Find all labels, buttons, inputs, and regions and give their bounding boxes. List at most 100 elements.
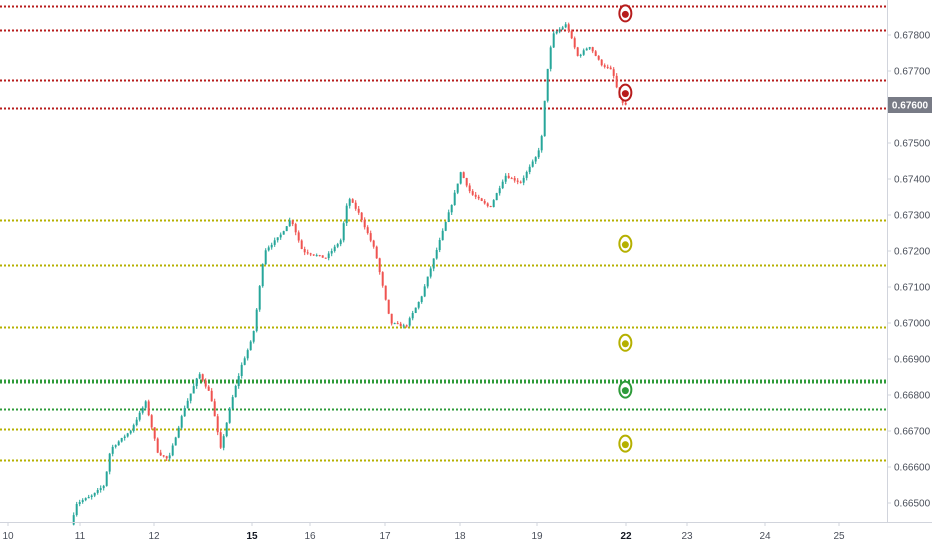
candle-up <box>504 175 507 182</box>
candle-up <box>501 181 504 189</box>
candle-down <box>375 246 378 259</box>
candle-down <box>150 415 153 428</box>
candle-up <box>528 166 531 172</box>
candle-down <box>462 172 465 178</box>
candle-up <box>456 183 459 193</box>
candle-down <box>162 455 165 457</box>
candle-up <box>537 150 540 158</box>
candle-up <box>423 286 426 297</box>
target-marker-icon[interactable] <box>618 83 633 102</box>
candle-up <box>579 54 582 56</box>
candle-up <box>498 188 501 194</box>
candle-up <box>72 515 75 525</box>
time-tick-label: 19 <box>531 531 543 542</box>
candle-up <box>261 264 264 287</box>
candle-up <box>420 296 423 302</box>
candle-up <box>417 302 420 308</box>
candle-up <box>441 230 444 241</box>
candle-down <box>381 272 384 286</box>
candle-up <box>426 276 429 287</box>
price-tick-label: 0.66600 <box>894 463 931 474</box>
current-price-tag: 0.67600 <box>888 97 932 113</box>
candle-down <box>567 24 570 32</box>
candle-down <box>396 323 399 325</box>
candle-up <box>252 331 255 342</box>
candle-up <box>540 136 543 151</box>
candle-down <box>399 323 402 327</box>
candle-down <box>363 219 366 228</box>
candle-down <box>624 102 627 105</box>
candle-up <box>270 244 273 248</box>
candle-up <box>105 471 108 486</box>
candle-up <box>138 412 141 420</box>
candle-up <box>552 33 555 48</box>
candle-down <box>153 427 156 439</box>
candle-up <box>438 240 441 250</box>
candle-down <box>390 313 393 324</box>
candle-up <box>264 250 267 265</box>
candle-down <box>300 240 303 249</box>
candle-up <box>84 498 87 501</box>
candle-up <box>228 408 231 423</box>
candle-down <box>360 212 363 220</box>
target-marker-icon[interactable] <box>618 333 633 352</box>
candle-down <box>513 178 516 181</box>
candle-down <box>600 59 603 66</box>
candle-up <box>102 485 105 489</box>
candle-up <box>348 199 351 206</box>
price-axis[interactable]: 0.66500 0.66600 0.66700 0.66800 0.66900 0.670… <box>887 31 931 510</box>
candle-up <box>171 445 174 456</box>
candle-down <box>477 196 480 199</box>
candle-up <box>120 438 123 442</box>
candle-down <box>366 227 369 234</box>
candle-down <box>357 208 360 213</box>
candle-up <box>81 500 84 502</box>
candle-up <box>192 386 195 394</box>
candle-down <box>603 65 606 67</box>
price-tick-label: 0.67300 <box>894 211 931 222</box>
price-tick-label: 0.66800 <box>894 391 931 402</box>
candle-down <box>210 390 213 402</box>
candle-down <box>204 380 207 387</box>
candle-up <box>180 416 183 428</box>
target-marker-icon[interactable] <box>618 434 633 453</box>
candle-down <box>306 252 309 254</box>
target-marker-icon[interactable] <box>618 4 633 23</box>
candle-down <box>201 374 204 381</box>
candle-down <box>597 55 600 60</box>
candle-down <box>612 69 615 76</box>
candle-up <box>243 358 246 365</box>
target-marker-icon[interactable] <box>618 380 633 399</box>
candle-down <box>156 438 159 453</box>
price-tick-label: 0.66700 <box>894 427 931 438</box>
candle-down <box>294 224 297 233</box>
candle-up <box>87 497 90 499</box>
candle-down <box>510 178 513 180</box>
candle-down <box>384 285 387 300</box>
time-axis[interactable]: 10 11 12 15 16 17 18 19 22 23 24 25 <box>2 522 845 542</box>
candle-up <box>111 446 114 454</box>
candle-up <box>582 50 585 55</box>
candle-up <box>123 436 126 438</box>
candle-down <box>291 220 294 225</box>
candle-up <box>141 407 144 413</box>
candle-down <box>354 202 357 209</box>
candle-up <box>126 433 129 437</box>
current-price-tag-bg <box>888 97 932 113</box>
candle-up <box>585 48 588 51</box>
candle-up <box>132 425 135 431</box>
candle-down <box>213 401 216 417</box>
candle-up <box>534 157 537 162</box>
candle-down <box>378 258 381 273</box>
candle-down <box>573 38 576 48</box>
candle-up <box>267 247 270 251</box>
candle-up <box>402 325 405 327</box>
candle-up <box>531 161 534 167</box>
candle-down <box>318 255 321 257</box>
time-tick-label: 24 <box>759 531 771 542</box>
candle-up <box>588 47 591 49</box>
target-marker-icon[interactable] <box>618 234 633 253</box>
candle-down <box>507 175 510 179</box>
